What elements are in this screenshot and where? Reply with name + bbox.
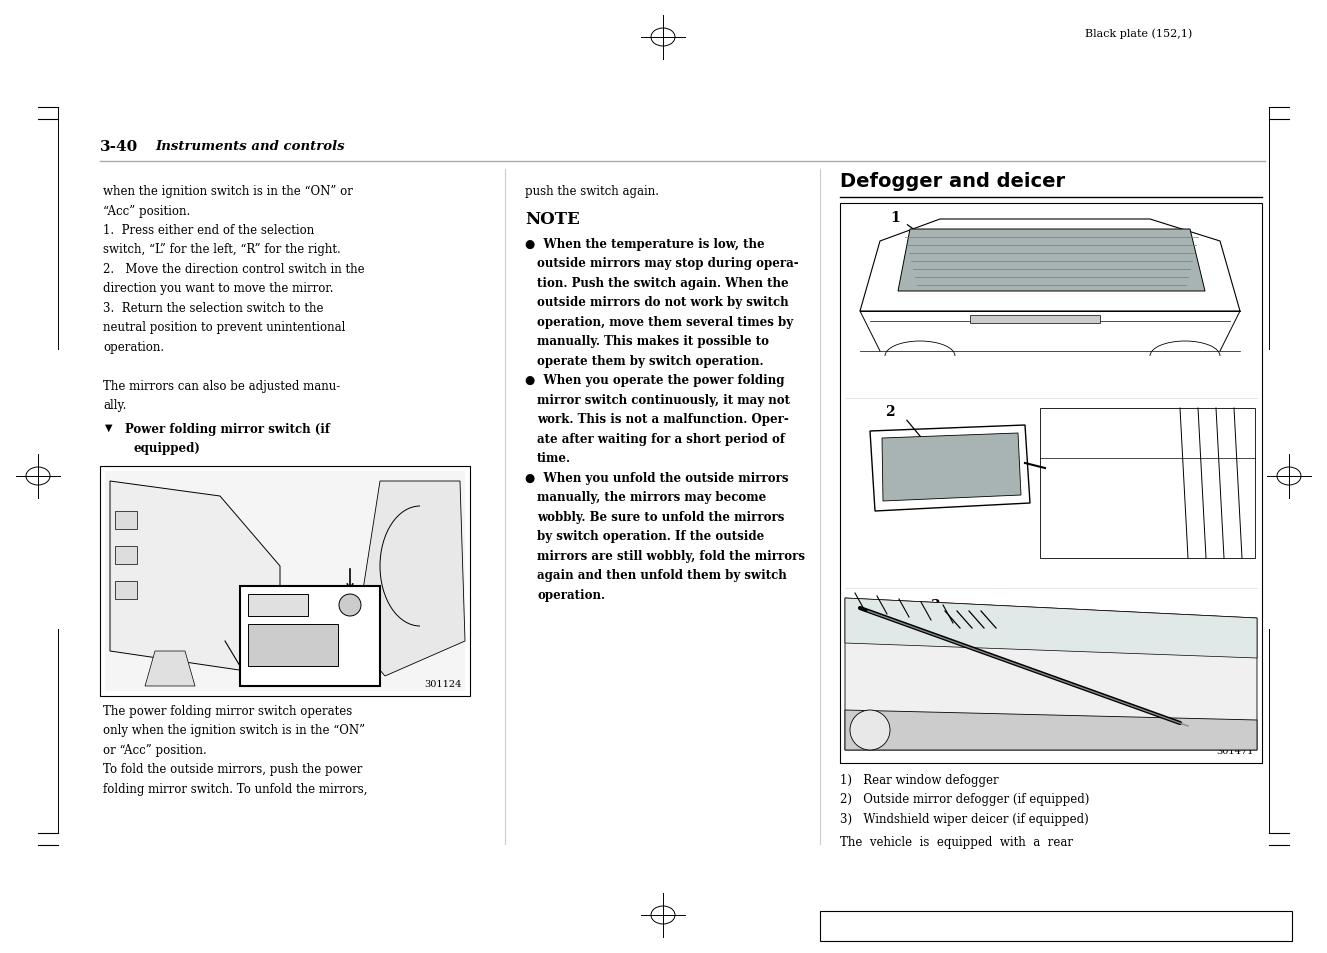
Text: ●  When you operate the power folding: ● When you operate the power folding [525,375,784,387]
Text: or “Acc” position.: or “Acc” position. [104,743,207,757]
Text: 3: 3 [930,598,940,613]
Text: Instruments and controls: Instruments and controls [155,140,345,152]
Polygon shape [898,230,1205,292]
Text: Power folding mirror switch (if: Power folding mirror switch (if [125,422,330,436]
Text: ▼: ▼ [105,422,113,433]
Text: manually, the mirrors may become: manually, the mirrors may become [537,491,766,504]
Bar [115,512,137,530]
Polygon shape [845,710,1257,750]
Bar [240,586,380,686]
Text: 2)   Outside mirror defogger (if equipped): 2) Outside mirror defogger (if equipped) [840,793,1089,805]
Text: 2: 2 [885,405,894,418]
Text: NOTE: NOTE [525,211,580,227]
Text: 1.  Press either end of the selection: 1. Press either end of the selection [104,224,314,236]
Polygon shape [845,598,1257,659]
Text: folding mirror switch. To unfold the mirrors,: folding mirror switch. To unfold the mir… [104,782,368,795]
Text: manually. This makes it possible to: manually. This makes it possible to [537,335,770,348]
Text: neutral position to prevent unintentional: neutral position to prevent unintentiona… [104,321,345,335]
Text: mirror switch continuously, it may not: mirror switch continuously, it may not [537,394,790,407]
Text: push the switch again.: push the switch again. [525,185,660,198]
Bar [248,624,338,666]
Bar [105,472,464,691]
Text: R: R [281,601,288,610]
Polygon shape [882,434,1020,501]
Text: 1: 1 [890,211,900,225]
Text: switch, “L” for the left, “R” for the right.: switch, “L” for the left, “R” for the ri… [104,243,341,256]
Text: ally.: ally. [104,399,126,412]
Text: Black plate (152,1): Black plate (152,1) [1085,28,1192,38]
Text: operation, move them several times by: operation, move them several times by [537,315,794,329]
Text: ●  When the temperature is low, the: ● When the temperature is low, the [525,237,764,251]
Text: 4MIRROR▶: 4MIRROR▶ [275,642,312,648]
Text: ●  When you unfold the outside mirrors: ● When you unfold the outside mirrors [525,472,788,484]
Bar [970,315,1100,324]
Text: time.: time. [537,452,571,465]
Text: 北米Model｢A8150BE-B｣  EDITED:  2009/10/ 2: 北米Model｢A8150BE-B｣ EDITED: 2009/10/ 2 [930,921,1181,931]
Bar [100,467,470,697]
Text: The  vehicle  is  equipped  with  a  rear: The vehicle is equipped with a rear [840,836,1074,848]
Text: The power folding mirror switch operates: The power folding mirror switch operates [104,704,352,718]
Text: when the ignition switch is in the “ON” or: when the ignition switch is in the “ON” … [104,185,353,198]
Text: only when the ignition switch is in the “ON”: only when the ignition switch is in the … [104,723,365,737]
Text: again and then unfold them by switch: again and then unfold them by switch [537,569,787,582]
Text: outside mirrors may stop during opera-: outside mirrors may stop during opera- [537,257,799,271]
Text: wobbly. Be sure to unfold the mirrors: wobbly. Be sure to unfold the mirrors [537,511,784,523]
Text: To fold the outside mirrors, push the power: To fold the outside mirrors, push the po… [104,762,362,776]
Bar [820,911,1292,941]
Bar [840,204,1262,763]
Text: 3)   Windshield wiper deicer (if equipped): 3) Windshield wiper deicer (if equipped) [840,812,1088,825]
Text: ate after waiting for a short period of: ate after waiting for a short period of [537,433,786,446]
Text: work. This is not a malfunction. Oper-: work. This is not a malfunction. Oper- [537,413,788,426]
Text: 3.  Return the selection switch to the: 3. Return the selection switch to the [104,302,324,314]
Bar [115,581,137,599]
Text: outside mirrors do not work by switch: outside mirrors do not work by switch [537,296,788,309]
Bar [248,595,308,617]
Text: operation.: operation. [104,340,165,354]
Text: L: L [259,601,264,610]
Circle shape [338,595,361,617]
Bar [115,546,137,564]
Text: tion. Push the switch again. When the: tion. Push the switch again. When the [537,276,788,290]
Text: by switch operation. If the outside: by switch operation. If the outside [537,530,764,543]
Text: 3-40: 3-40 [100,140,138,153]
Polygon shape [845,598,1257,750]
Polygon shape [110,481,280,677]
Circle shape [851,710,890,750]
Text: 301124: 301124 [425,679,462,688]
Text: direction you want to move the mirror.: direction you want to move the mirror. [104,282,333,295]
Text: mirrors are still wobbly, fold the mirrors: mirrors are still wobbly, fold the mirro… [537,550,805,562]
Text: ▼: ▼ [291,655,296,660]
Text: 301471: 301471 [1217,746,1254,755]
Text: 1)   Rear window defogger: 1) Rear window defogger [840,773,999,786]
Text: operate them by switch operation.: operate them by switch operation. [537,355,763,368]
Text: equipped): equipped) [133,442,200,455]
Text: Defogger and deicer: Defogger and deicer [840,172,1066,191]
Text: “Acc” position.: “Acc” position. [104,204,190,217]
Text: ▲: ▲ [291,627,296,634]
Text: operation.: operation. [537,588,605,601]
Text: 2.   Move the direction control switch in the: 2. Move the direction control switch in … [104,263,365,275]
Polygon shape [145,651,195,686]
Polygon shape [356,481,464,677]
Text: The mirrors can also be adjusted manu-: The mirrors can also be adjusted manu- [104,379,340,393]
